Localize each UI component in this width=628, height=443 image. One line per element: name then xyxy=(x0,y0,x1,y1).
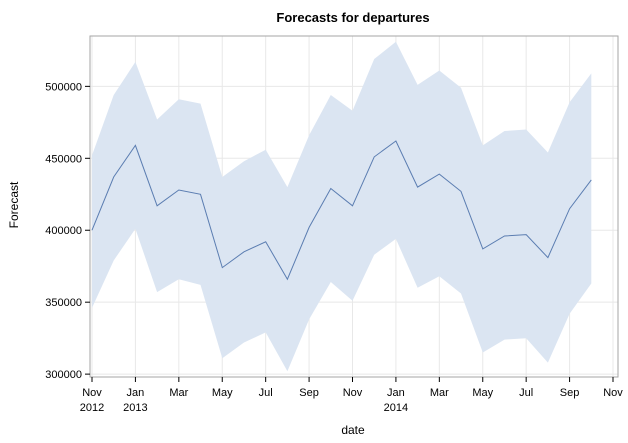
confidence-band xyxy=(92,42,591,371)
x-tick-label: Sep xyxy=(299,387,319,399)
confidence-band-layer xyxy=(92,42,591,371)
x-tick-label: Nov xyxy=(603,387,623,399)
x-tick-label: Sep xyxy=(560,387,580,399)
x-tick-label: Nov xyxy=(343,387,363,399)
x-tick-label: Jul xyxy=(519,387,533,399)
y-tick-label: 400000 xyxy=(45,225,82,237)
x-tick-year-label: 2012 xyxy=(80,402,104,414)
x-tick-year-label: 2014 xyxy=(384,402,408,414)
y-axis: 300000 350000 400000 450000 500000 xyxy=(45,81,90,381)
x-tick-year-label: 2013 xyxy=(123,402,147,414)
y-tick-label: 350000 xyxy=(45,297,82,309)
y-tick-label: 500000 xyxy=(45,81,82,93)
y-axis-title: Forecast xyxy=(7,181,21,228)
x-axis: Nov 2012 Jan 2013 Mar May Jul Sep Nov Jan 2014 Mar M… xyxy=(80,377,624,414)
x-tick-label: Mar xyxy=(430,387,449,399)
x-tick-label: May xyxy=(212,387,233,399)
y-tick-label: 450000 xyxy=(45,153,82,165)
x-tick-label: Jan xyxy=(127,387,145,399)
x-tick-label: Jul xyxy=(259,387,273,399)
x-tick-label: Jan xyxy=(387,387,405,399)
x-tick-label: Mar xyxy=(169,387,188,399)
x-tick-label: May xyxy=(472,387,493,399)
chart-title: Forecasts for departures xyxy=(276,10,429,25)
x-axis-title: date xyxy=(341,423,365,437)
x-tick-label: Nov xyxy=(82,387,102,399)
y-tick-label: 300000 xyxy=(45,369,82,381)
